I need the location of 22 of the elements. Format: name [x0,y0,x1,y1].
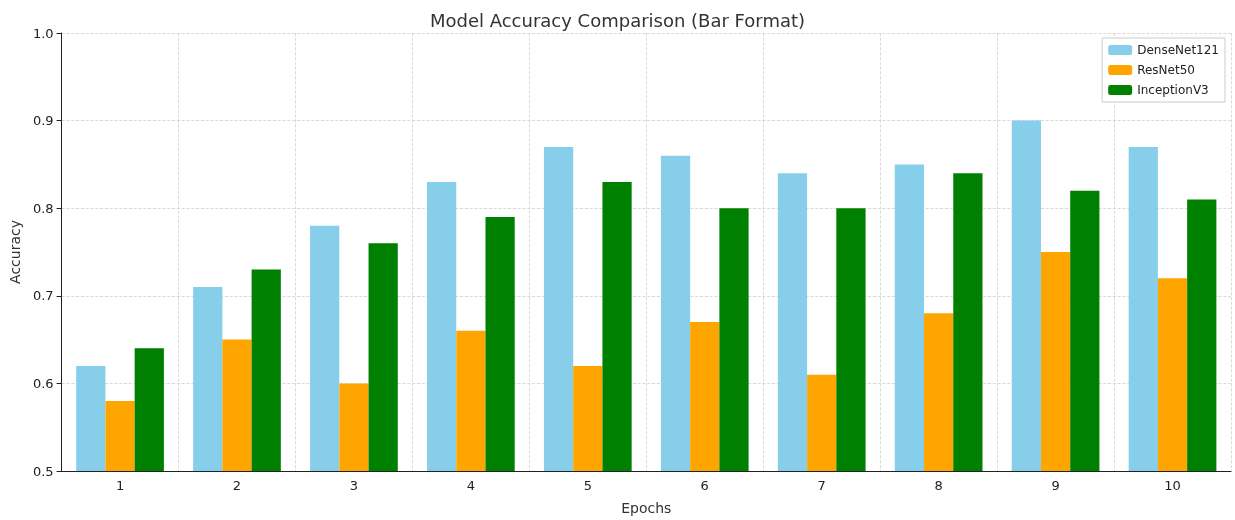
x-axis-title: Epochs [621,500,672,516]
y-tick-label: 0.6 [32,375,54,391]
x-tick-label: 3 [349,478,359,493]
y-tick-label: 0.9 [32,113,54,129]
x-tick-label: 7 [817,478,826,493]
x-tick-label: 1 [115,478,125,493]
x-tick-label: 2 [232,478,242,493]
y-axis-title: Accuracy [7,220,23,284]
x-tick-label: 5 [583,478,592,493]
x-tick-label: 4 [466,478,476,493]
y-tick-label: 0.5 [32,463,54,479]
x-tick-label: 8 [934,478,943,493]
x-tick-label: 10 [1164,478,1181,493]
y-tick-label: 0.8 [32,200,54,216]
legend-label: DenseNet121 [1137,43,1220,57]
y-tick-label: 1.0 [32,25,54,41]
chart-title: Model Accuracy Comparison (Bar Format) [429,9,806,31]
y-tick-label: 0.7 [32,288,54,304]
legend-label: ResNet50 [1137,63,1195,77]
x-tick-label: 9 [1051,478,1060,493]
x-tick-label: 6 [700,478,709,493]
legend-label: InceptionV3 [1137,83,1209,97]
